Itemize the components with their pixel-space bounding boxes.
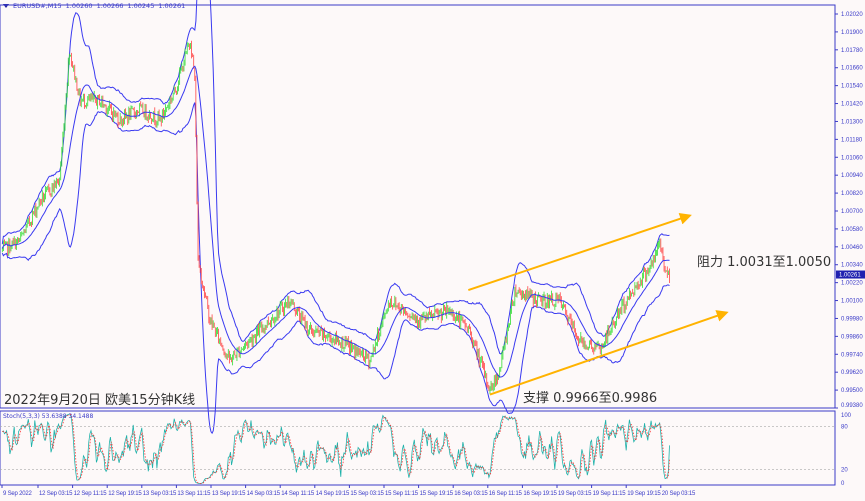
x-tick-label: 14 Sep 03:15 xyxy=(247,491,281,497)
stoch-tick-label: 100 xyxy=(841,413,852,419)
x-tick-label: 15 Sep 11:15 xyxy=(385,491,419,497)
y-tick-label: 0.99500 xyxy=(841,388,863,394)
x-tick-label: 12 Sep 11:15 xyxy=(74,491,108,497)
y-tick-label: 1.00460 xyxy=(841,245,863,251)
resistance-trendline xyxy=(468,212,692,292)
dropdown-triangle-icon[interactable] xyxy=(3,4,9,8)
y-tick-label: 1.01420 xyxy=(841,102,863,108)
y-tick-label: 1.01660 xyxy=(841,66,863,72)
stoch-tick-label: 20 xyxy=(841,468,848,474)
y-tick-label: 1.02020 xyxy=(841,12,863,18)
x-tick-label: 16 Sep 19:15 xyxy=(523,491,557,497)
y-tick-label: 0.99980 xyxy=(841,316,863,322)
y-tick-label: 0.99380 xyxy=(841,403,863,409)
high-value: 1.00266 xyxy=(96,2,124,10)
x-tick-label: 16 Sep 03:15 xyxy=(454,491,488,497)
current-price-box xyxy=(836,270,865,279)
stoch-main-line xyxy=(2,413,670,485)
y-tick-label: 1.00580 xyxy=(841,227,863,233)
stoch-tick-label: 0 xyxy=(841,481,845,487)
x-tick-label: 13 Sep 11:15 xyxy=(177,491,211,497)
x-tick-label: 9 Sep 2022 xyxy=(3,491,33,497)
open-value: 1.00260 xyxy=(65,2,93,10)
y-tick-label: 1.00340 xyxy=(841,263,863,269)
x-tick-label: 12 Sep 19:15 xyxy=(108,491,142,497)
x-tick-label: 15 Sep 03:15 xyxy=(350,491,384,497)
support-trendline xyxy=(489,310,729,396)
chart-title: 2022年9月20日 欧美15分钟K线 xyxy=(4,393,196,408)
y-tick-label: 1.00700 xyxy=(841,209,863,215)
chart-header: EURUSD#,M15 1.00260 1.00266 1.00245 1.00261 xyxy=(3,2,189,10)
x-tick-label: 19 Sep 03:15 xyxy=(558,491,592,497)
y-tick-label: 1.01300 xyxy=(841,119,863,125)
bollinger-lower-band xyxy=(1,102,670,435)
y-tick-label: 1.01900 xyxy=(841,30,863,36)
x-tick-label: 19 Sep 19:15 xyxy=(627,491,661,497)
bollinger-middle-band xyxy=(1,65,670,378)
x-tick-label: 15 Sep 19:15 xyxy=(420,491,454,497)
x-tick-label: 12 Sep 03:15 xyxy=(39,491,73,497)
low-value: 1.00245 xyxy=(127,2,155,10)
y-tick-label: 1.01180 xyxy=(841,137,863,143)
current-price-label: 1.00261 xyxy=(839,273,861,279)
close-value: 1.00261 xyxy=(158,2,186,10)
symbol-label: EURUSD#,M15 xyxy=(13,2,62,10)
y-tick-label: 1.00820 xyxy=(841,191,863,197)
stoch-signal-line xyxy=(2,413,670,484)
y-tick-label: 1.00220 xyxy=(841,281,863,287)
y-tick-label: 1.00940 xyxy=(841,173,863,179)
y-tick-label: 0.99740 xyxy=(841,352,863,358)
x-tick-label: 14 Sep 19:15 xyxy=(316,491,350,497)
stoch-tick-label: 80 xyxy=(841,424,848,430)
bollinger-upper-band xyxy=(1,0,670,355)
candles xyxy=(1,40,670,395)
resistance-annotation: 阻力 1.0031至1.0050 xyxy=(697,255,832,270)
stoch-pane-frame xyxy=(0,410,836,486)
x-tick-label: 13 Sep 03:15 xyxy=(143,491,177,497)
y-tick-label: 0.99860 xyxy=(841,334,863,340)
x-tick-label: 13 Sep 19:15 xyxy=(212,491,246,497)
main-pane-frame xyxy=(0,4,836,409)
y-tick-label: 1.01060 xyxy=(841,155,863,161)
x-tick-label: 20 Sep 03:15 xyxy=(662,491,696,497)
stoch-label: Stoch(5,3,3) 53.6388 34.1488 xyxy=(3,413,94,420)
x-tick-label: 19 Sep 11:15 xyxy=(593,491,627,497)
y-tick-label: 1.01540 xyxy=(841,84,863,90)
y-tick-label: 1.00100 xyxy=(841,299,863,305)
y-tick-label: 0.99620 xyxy=(841,370,863,376)
y-tick-label: 1.01780 xyxy=(841,48,863,54)
x-tick-label: 14 Sep 11:15 xyxy=(281,491,315,497)
x-tick-label: 16 Sep 11:15 xyxy=(489,491,523,497)
support-annotation: 支撑 0.9966至0.9986 xyxy=(523,391,658,406)
